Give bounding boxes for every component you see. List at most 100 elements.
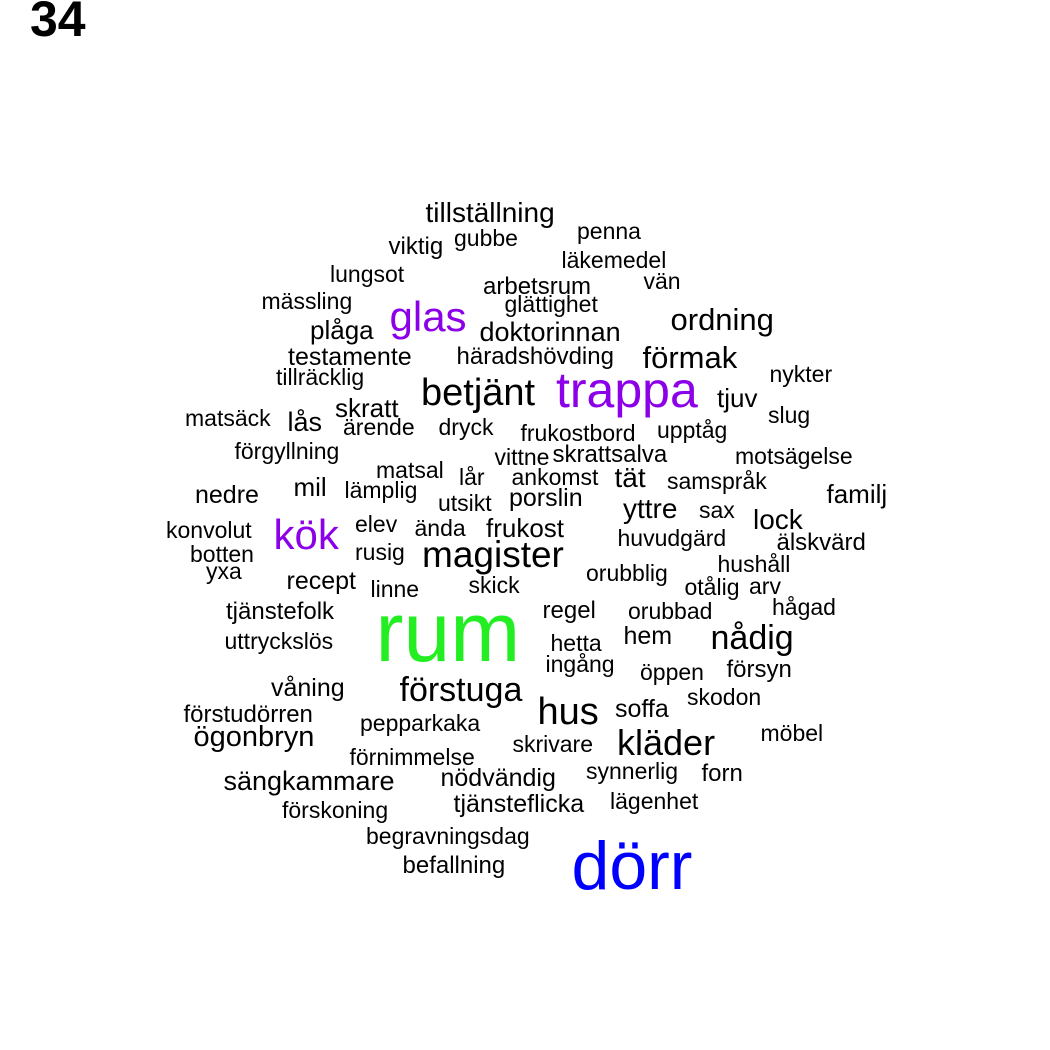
word-forskoning: förskoning	[282, 797, 389, 824]
word-nadig: nådig	[710, 619, 794, 658]
word-soffa: soffa	[615, 694, 669, 723]
word-tillracklig: tillräcklig	[276, 364, 365, 391]
word-orubbad: orubbad	[628, 598, 713, 625]
word-klader: kläder	[617, 721, 716, 763]
word-rusig: rusig	[355, 539, 405, 566]
word-matsal: matsal	[376, 457, 444, 484]
word-glas: glas	[389, 293, 467, 341]
word-fornimmelse: förnimmelse	[349, 744, 475, 771]
word-skratt: skratt	[335, 392, 399, 423]
word-sax: sax	[699, 497, 735, 524]
word-nedre: nedre	[195, 480, 259, 509]
word-elev: elev	[355, 511, 398, 538]
word-ingang: ingång	[545, 651, 615, 678]
word-frukost: frukost	[486, 512, 565, 543]
word-trappa: trappa	[556, 362, 698, 418]
word-van: vän	[643, 268, 681, 295]
word-forstudorren: förstudörren	[183, 701, 313, 729]
word-linne: linne	[370, 576, 420, 603]
word-kok: kök	[273, 511, 339, 559]
word-botten: botten	[190, 541, 254, 568]
word-oppen: öppen	[640, 659, 704, 686]
word-arv: arv	[749, 573, 781, 600]
word-yxa: yxa	[206, 558, 242, 585]
word-matsack: matsäck	[185, 405, 271, 432]
word-vaning: våning	[271, 673, 345, 702]
word-lar: lår	[459, 464, 485, 491]
word-dorr: dörr	[571, 827, 693, 904]
word-begravningsdag: begravningsdag	[366, 823, 530, 850]
word-huvudgard: huvudgärd	[617, 525, 727, 552]
word-penna: penna	[577, 218, 641, 245]
word-arbetsrum: arbetsrum	[483, 273, 592, 301]
word-frukostbord: frukostbord	[520, 420, 636, 447]
word-hagad: hågad	[772, 594, 836, 621]
word-tillstallning: tillställning	[425, 197, 555, 229]
word-hushall: hushåll	[717, 551, 791, 578]
word-anda: ända	[414, 515, 466, 542]
word-familj: familj	[826, 478, 888, 509]
word-skick: skick	[468, 572, 520, 599]
word-motsagelse: motsägelse	[735, 443, 853, 470]
word-lakemedel: läkemedel	[561, 247, 667, 274]
word-samsprak: samspråk	[667, 468, 767, 495]
word-porslin: porslin	[509, 483, 583, 512]
word-synnerlig: synnerlig	[586, 758, 679, 785]
word-nykter: nykter	[769, 361, 833, 388]
word-nodvandig: nödvändig	[440, 763, 556, 792]
word-doktorinnan: doktorinnan	[479, 316, 621, 347]
word-forsyn: försyn	[726, 656, 792, 684]
word-glattighet: glättighet	[504, 291, 598, 318]
word-ordning: ordning	[670, 301, 774, 337]
word-mobel: möbel	[760, 720, 824, 747]
word-pepparkaka: pepparkaka	[360, 710, 481, 737]
word-befallning: befallning	[402, 852, 506, 880]
word-utsikt: utsikt	[438, 490, 492, 517]
word-lock: lock	[753, 504, 803, 536]
word-skrivare: skrivare	[512, 731, 594, 758]
word-forstuga: förstuga	[399, 671, 523, 710]
word-uttryckslos: uttryckslös	[224, 628, 334, 655]
word-recept: recept	[286, 566, 356, 595]
word-haradshovding: häradshövding	[456, 343, 614, 371]
word-magister: magister	[422, 534, 564, 576]
word-regel: regel	[542, 597, 596, 625]
word-ankomst: ankomst	[511, 464, 599, 491]
word-otalig: otålig	[684, 574, 740, 601]
word-las: lås	[287, 406, 323, 437]
word-forgyllning: förgyllning	[234, 438, 340, 465]
word-skrattsalva: skrattsalva	[552, 441, 668, 469]
word-alskvard: älskvärd	[776, 529, 866, 557]
word-betjant: betjänt	[421, 372, 536, 415]
word-testamente: testamente	[288, 342, 412, 371]
word-lungsot: lungsot	[330, 261, 405, 288]
word-plaga: plåga	[310, 314, 374, 345]
word-ogonbryn: ögonbryn	[193, 721, 315, 754]
word-upptag: upptåg	[657, 417, 728, 444]
word-skodon: skodon	[687, 684, 762, 711]
word-forn: forn	[701, 760, 743, 788]
word-hem: hem	[623, 621, 673, 650]
word-hus: hus	[537, 691, 599, 734]
word-lamplig: lämplig	[344, 477, 418, 504]
word-tjanstefolk: tjänstefolk	[226, 598, 335, 626]
word-hetta: hetta	[550, 630, 602, 657]
word-rum: rum	[375, 585, 521, 680]
word-tjansteflicka: tjänsteflicka	[453, 789, 585, 818]
word-tjuv: tjuv	[717, 382, 758, 413]
word-massling: mässling	[261, 288, 353, 315]
page-number: 34	[30, 0, 86, 47]
word-orubblig: orubblig	[586, 560, 668, 587]
word-dryck: dryck	[438, 414, 494, 441]
word-arende: ärende	[343, 414, 415, 441]
word-mil: mil	[293, 471, 327, 502]
word-lagenhet: lägenhet	[610, 788, 699, 815]
word-konvolut: konvolut	[166, 517, 252, 544]
word-sangkammare: sängkammare	[223, 765, 395, 796]
word-vittne: vittne	[494, 444, 550, 471]
word-yttre: yttre	[623, 493, 678, 525]
word-formak: förmak	[642, 339, 738, 375]
word-slug: slug	[768, 402, 811, 429]
word-tat: tät	[614, 462, 646, 494]
